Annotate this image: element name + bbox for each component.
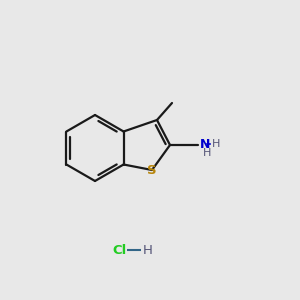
Text: Cl: Cl xyxy=(112,244,126,256)
Text: H: H xyxy=(143,244,153,256)
Text: H: H xyxy=(212,139,220,149)
Text: N: N xyxy=(200,137,210,151)
Text: S: S xyxy=(147,164,157,176)
Text: H: H xyxy=(203,148,212,158)
